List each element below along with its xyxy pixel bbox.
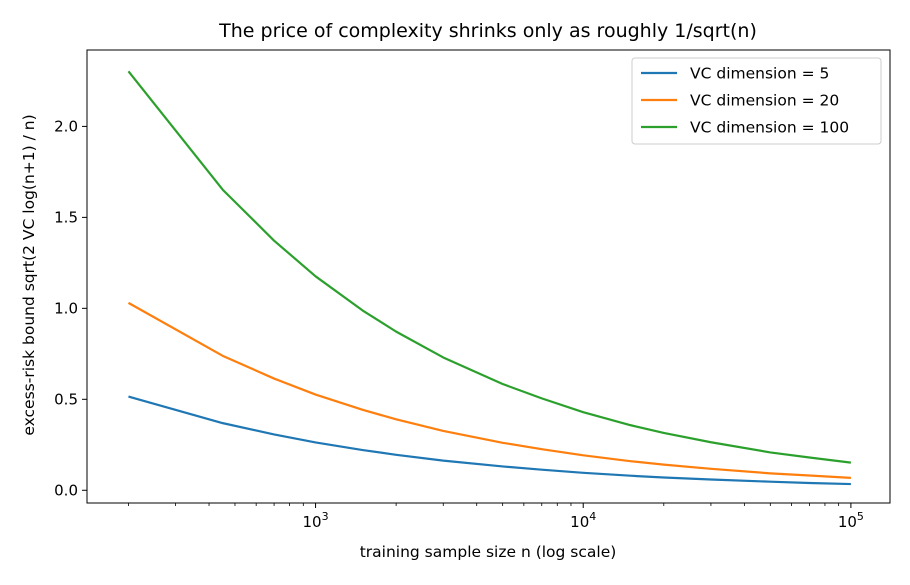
- y-axis-label: excess-risk bound sqrt(2 VC log(n+1) / n…: [20, 114, 38, 435]
- x-tick-label-exponent: 4: [589, 510, 596, 523]
- x-tick-label: 105: [838, 510, 864, 531]
- x-tick-label-base: 10: [303, 513, 322, 531]
- x-tick-label-base: 10: [838, 513, 857, 531]
- legend-label-3: VC dimension = 100: [690, 119, 849, 137]
- legend: VC dimension = 5 VC dimension = 20 VC dime…: [631, 57, 882, 145]
- y-tick-label: 2.0: [54, 117, 78, 135]
- y-tick-label: 1.0: [54, 299, 78, 317]
- series-line-1: [128, 395, 851, 486]
- x-tick-label: 103: [303, 510, 329, 531]
- series-line-3: [127, 70, 852, 464]
- series-line-2: [127, 301, 851, 479]
- legend-label-1: VC dimension = 5: [690, 65, 829, 83]
- x-tick-label: 104: [570, 510, 596, 531]
- x-tick-label-exponent: 3: [322, 510, 329, 523]
- chart-title: The price of complexity shrinks only as …: [218, 20, 757, 42]
- y-tick-label: 0.5: [54, 390, 78, 408]
- x-tick-label-base: 10: [570, 513, 589, 531]
- x-tick-label-exponent: 5: [857, 510, 864, 523]
- legend-label-2: VC dimension = 20: [690, 92, 839, 110]
- y-tick-label: 0.0: [54, 481, 78, 499]
- legend-box: [631, 57, 882, 145]
- x-axis-label: training sample size n (log scale): [360, 543, 617, 561]
- y-tick-label: 1.5: [54, 208, 78, 226]
- axes-frame: [86, 49, 891, 504]
